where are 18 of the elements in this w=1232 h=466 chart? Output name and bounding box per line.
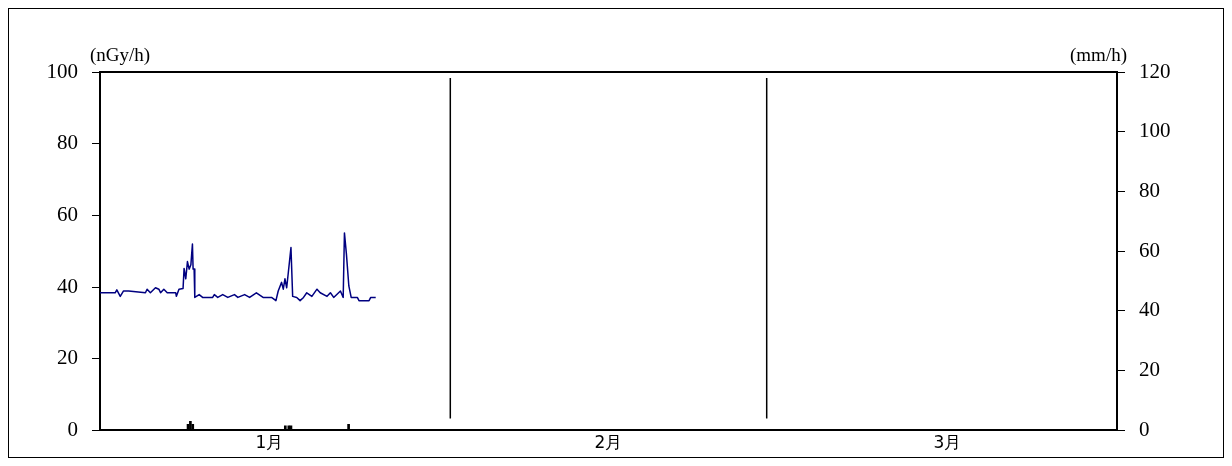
x-tick-label: 1月 (255, 432, 284, 453)
y-tick-label: 40 (57, 273, 78, 298)
y2-tick-label: 100 (1139, 118, 1171, 143)
x-tick-label: 3月 (933, 432, 962, 453)
y2-tick-label: 60 (1139, 237, 1160, 262)
y-tick-label: 0 (67, 416, 78, 441)
y2-tick-label: 0 (1139, 416, 1150, 441)
y2-tick-label: 80 (1139, 177, 1160, 202)
x-tick-label: 2月 (594, 432, 623, 453)
y-tick-label: 60 (57, 201, 78, 226)
y2-axis-title: (mm/h) (1070, 44, 1127, 67)
y-tick-label: 100 (46, 58, 78, 83)
y-tick-label: 80 (57, 130, 78, 155)
y2-tick-label: 40 (1139, 297, 1160, 322)
y2-tick-label: 120 (1139, 58, 1171, 83)
y2-tick-label: 20 (1139, 357, 1160, 382)
y-axis-title: (nGy/h) (90, 44, 151, 67)
y-tick-label: 20 (57, 345, 78, 370)
